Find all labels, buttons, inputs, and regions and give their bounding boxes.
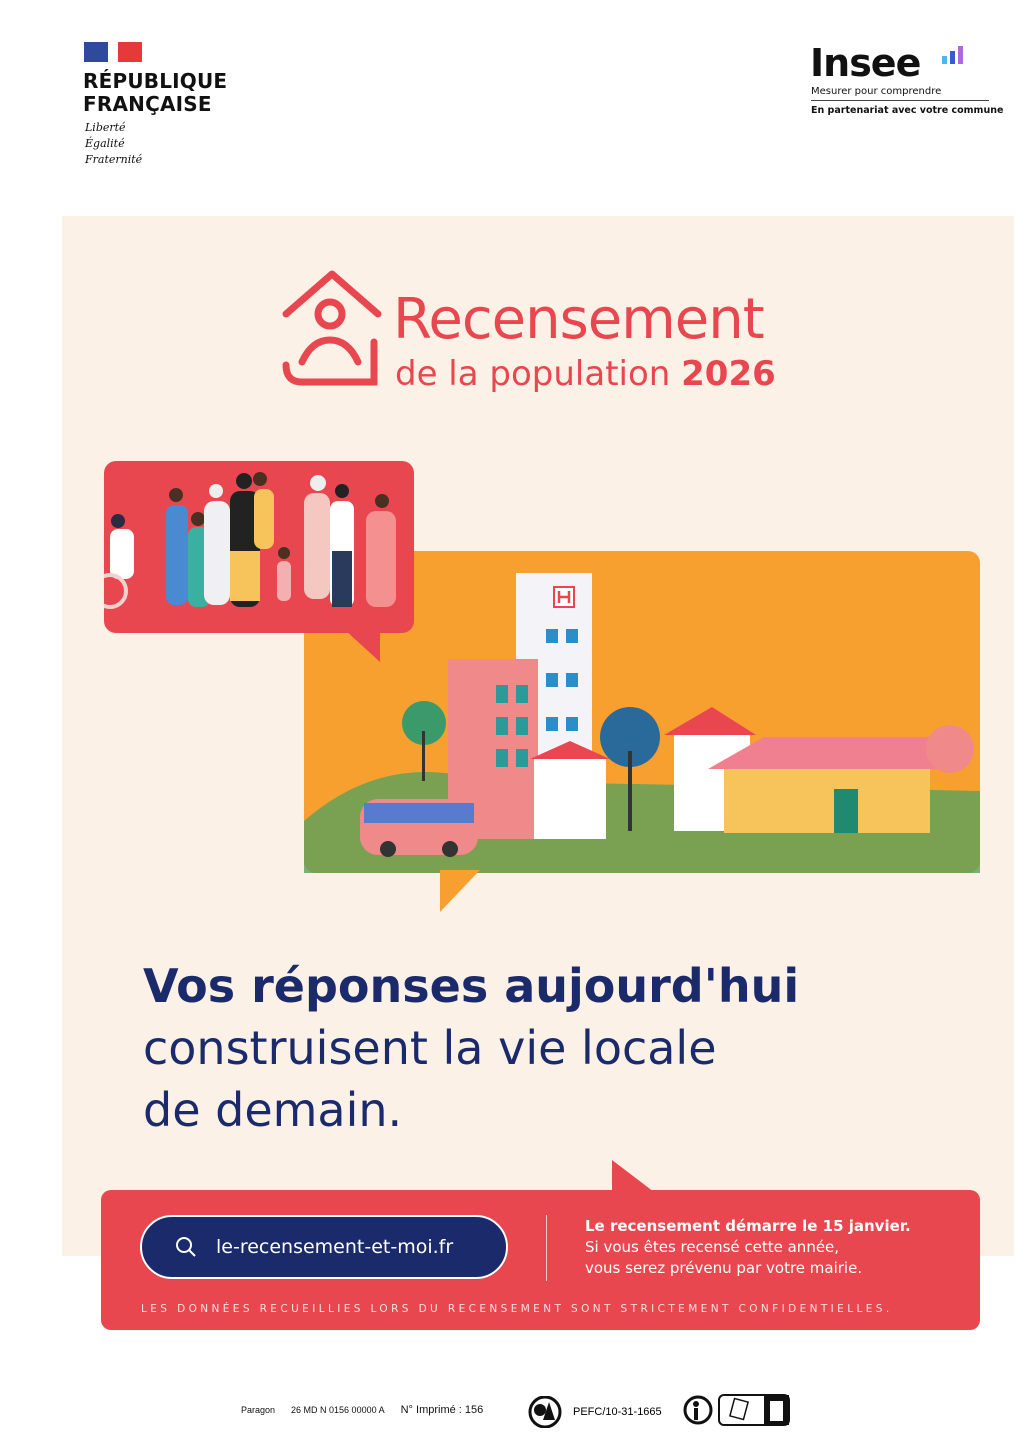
triman-icon	[683, 1395, 713, 1425]
website-link[interactable]: le-recensement-et-moi.fr	[140, 1215, 508, 1279]
town-scene	[304, 573, 980, 873]
marianne-flag-logo	[84, 42, 142, 62]
poster-title: Recensement	[393, 287, 765, 352]
divider	[811, 100, 989, 101]
info-line3: vous serez prévenu par votre mairie.	[585, 1259, 863, 1277]
info-line2: Si vous êtes recensé cette année,	[585, 1238, 840, 1256]
subtitle-text: de la population	[395, 354, 671, 394]
website-url: le-recensement-et-moi.fr	[216, 1236, 454, 1258]
divider	[546, 1215, 547, 1281]
people-illustration	[92, 461, 414, 633]
pefc-code: PEFC/10-31-1665	[573, 1406, 662, 1418]
insee-tagline: Mesurer pour comprendre	[811, 86, 942, 97]
headline-line3: de demain.	[143, 1083, 403, 1137]
bubble-tail	[345, 630, 380, 662]
motto-fraternite: Fraternité	[85, 153, 143, 166]
pefc-certification: PEFC/10-31-1665	[527, 1396, 662, 1428]
printed-number: N° Imprimé : 156	[400, 1404, 484, 1416]
triman-recycling-logo	[682, 1394, 790, 1426]
info-text: Le recensement démarre le 15 janvier. Si…	[585, 1216, 911, 1279]
headline-line2: construisent la vie locale	[143, 1021, 717, 1075]
confidentiality-notice: LES DONNÉES RECUEILLIES LORS DU RECENSEM…	[141, 1303, 893, 1315]
bubble-tail	[612, 1160, 654, 1192]
bubble-tail	[440, 870, 480, 912]
republique-francaise-name: RÉPUBLIQUE FRANÇAISE	[83, 70, 227, 116]
hospital-h-icon	[557, 591, 571, 603]
town-illustration	[304, 551, 980, 873]
motto-egalite: Égalité	[85, 137, 125, 150]
paper-recycling-bin-icon	[718, 1394, 790, 1426]
insee-logo: Insee	[810, 41, 921, 85]
printer-name: Paragon	[241, 1405, 276, 1415]
poster-subtitle: de la population 2026	[395, 354, 776, 394]
insee-bars-icon	[942, 46, 963, 64]
headline-bold: Vos réponses aujourd'hui	[143, 959, 800, 1013]
search-icon	[176, 1237, 196, 1257]
headline: Vos réponses aujourd'hui construisent la…	[143, 955, 799, 1141]
motto-liberte: Liberté	[85, 121, 126, 134]
start-date-text: Le recensement démarre le 15 janvier.	[585, 1217, 911, 1235]
year: 2026	[681, 354, 776, 394]
rf-motto: Liberté Égalité Fraternité	[85, 120, 142, 168]
rf-line2: FRANÇAISE	[83, 92, 212, 116]
insee-partner: En partenariat avec votre commune	[811, 105, 1004, 116]
print-info: Paragon 26 MD N 0156 00000 A N° Imprimé …	[241, 1404, 483, 1416]
rf-line1: RÉPUBLIQUE	[83, 69, 228, 93]
people-group	[92, 472, 396, 609]
print-code: 26 MD N 0156 00000 A	[291, 1405, 385, 1415]
house-person-icon	[282, 270, 382, 386]
pefc-tree-icon	[528, 1396, 562, 1428]
